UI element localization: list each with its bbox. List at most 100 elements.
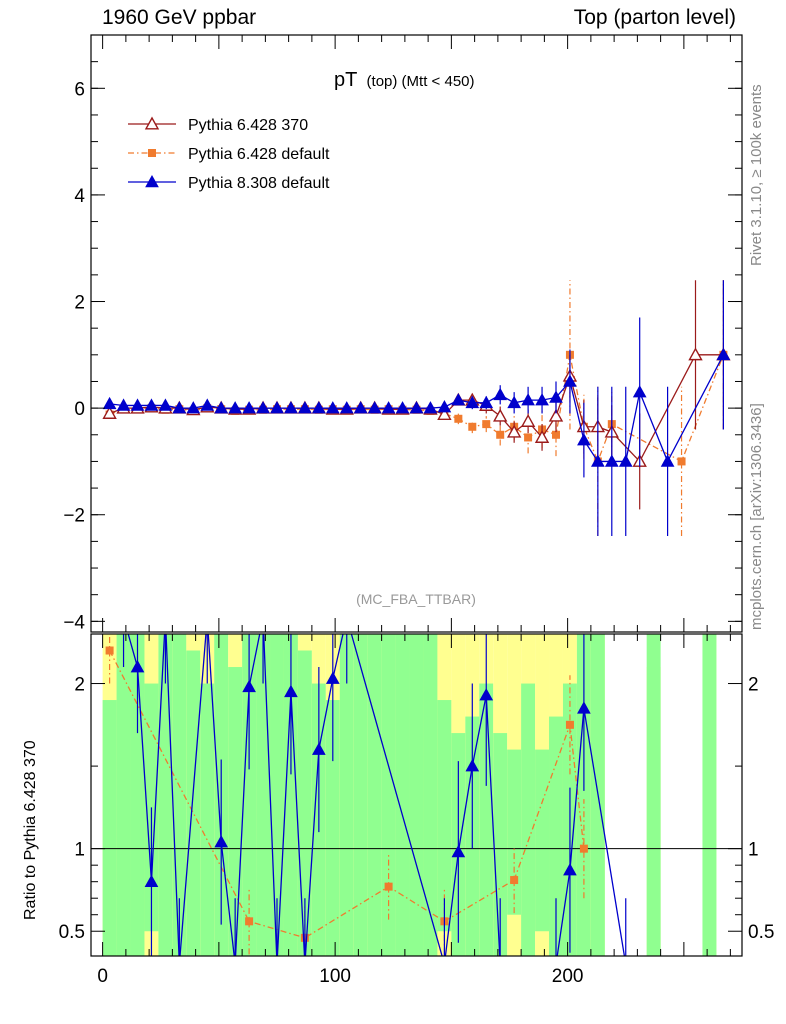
main-series-2-point xyxy=(479,395,494,409)
main-series-2-point xyxy=(242,401,256,414)
ratio-series-0-point xyxy=(510,876,519,885)
main-series-2-point xyxy=(563,374,577,387)
main-series-1-point xyxy=(677,457,686,466)
band-inner xyxy=(353,634,368,956)
main-series-2-point xyxy=(716,347,731,361)
ratio-series-0-point xyxy=(105,646,114,655)
main-panel-content xyxy=(102,280,731,537)
ratio-series-1-point xyxy=(494,958,506,969)
main-series-2-point xyxy=(200,398,215,411)
chart-title: pT (top) (Mtt < 450) xyxy=(334,69,475,91)
xtick-label: 100 xyxy=(319,966,351,987)
main-series-1-point xyxy=(468,422,477,431)
ratio-series-1-point xyxy=(312,742,326,755)
ratio-series-0-point xyxy=(384,882,393,891)
main-series-0-point xyxy=(437,407,452,421)
main-series-2-point xyxy=(158,398,173,411)
main-series-2-point xyxy=(409,401,424,414)
ratio-series-1-point xyxy=(438,958,450,969)
ratio-series-1-point xyxy=(299,958,311,969)
band-inner xyxy=(535,749,550,932)
band-inner xyxy=(242,634,257,956)
main-series-2-point xyxy=(535,393,549,406)
main-series-1-point xyxy=(496,430,505,439)
band-inner xyxy=(116,634,131,956)
legend-marker xyxy=(144,116,160,130)
band-inner xyxy=(339,634,354,956)
ratio-series-1-point xyxy=(144,874,159,887)
band-inner xyxy=(507,749,522,915)
main-series-2-point xyxy=(130,398,145,411)
ratio-series-1-point xyxy=(620,958,632,969)
ratio-ytick-label: 2 xyxy=(74,675,85,696)
main-series-1-point xyxy=(552,430,560,439)
main-series-2-point xyxy=(632,385,647,398)
main-series-2-point xyxy=(284,401,298,414)
main-series-2-point xyxy=(381,401,396,414)
ratio-series-0-point xyxy=(565,720,574,729)
main-series-2-point xyxy=(353,401,368,414)
band-inner xyxy=(395,634,410,956)
ratio-series-1-point xyxy=(451,844,466,858)
main-series-2-point xyxy=(214,401,229,414)
ratio-series-0-point xyxy=(579,844,588,853)
main-series-2-point xyxy=(312,401,326,414)
main-series-2-point xyxy=(228,401,242,414)
main-series-2-point xyxy=(423,401,438,414)
main-series-1-point xyxy=(524,433,533,442)
ratio-ytick-label: 0.5 xyxy=(59,922,85,943)
main-ytick-label: 0 xyxy=(74,399,85,420)
main-series-0-point xyxy=(520,414,536,427)
band-inner xyxy=(646,634,661,956)
main-ytick-label: −4 xyxy=(63,612,85,633)
ratio-series-0-point xyxy=(245,917,254,926)
axes: −4 −2 0 2 4 6 0.5 0.5 1 1 2 2 0 100 200 xyxy=(59,34,774,987)
ratio-series-1-point xyxy=(341,611,353,622)
ratio-series-1-point xyxy=(479,688,494,701)
main-series-2-point xyxy=(591,454,605,467)
xtick-label: 200 xyxy=(552,966,584,987)
band-inner xyxy=(423,634,438,956)
main-ytick-label: −2 xyxy=(63,506,85,527)
band-inner xyxy=(702,634,717,956)
ratio-series-1-point xyxy=(201,611,213,622)
ratio-series-1-point xyxy=(271,958,283,969)
ratio-series-1-point xyxy=(325,671,340,684)
main-series-0-point xyxy=(534,430,550,443)
main-series-1-point xyxy=(454,414,463,423)
analysis-watermark: (MC_FBA_TTBAR) xyxy=(356,591,476,607)
legend-marker xyxy=(145,174,159,188)
ratio-ytick-label-right: 1 xyxy=(748,840,759,861)
ratio-series-1-point xyxy=(577,701,591,714)
main-series-1-point xyxy=(482,420,491,429)
main-series-0-point xyxy=(102,406,117,419)
ratio-ytick-label-right: 0.5 xyxy=(748,922,774,943)
band-inner xyxy=(325,700,340,956)
band-inner xyxy=(283,634,298,956)
main-series-0-point xyxy=(493,408,508,422)
main-series-2-point xyxy=(270,401,284,414)
band-inner xyxy=(186,650,201,956)
main-series-2-point xyxy=(256,401,270,414)
main-series-2-point xyxy=(437,400,452,413)
main-ytick-label: 6 xyxy=(74,79,85,100)
legend-marker xyxy=(148,149,156,157)
ratio-series-1-point xyxy=(257,611,269,622)
ratio-series-1-point xyxy=(159,611,171,622)
ratio-series-1-point xyxy=(173,958,185,969)
band-inner xyxy=(576,634,591,956)
main-series-2-point xyxy=(507,395,521,409)
main-series-2-point xyxy=(604,454,619,467)
band-inner xyxy=(102,700,117,956)
ratio-panel-bands xyxy=(102,634,717,956)
ratio-ytick-label-right: 2 xyxy=(748,675,759,696)
ratio-series-0-line xyxy=(109,650,585,939)
main-series-2-point xyxy=(102,396,117,410)
ratio-series-1-point xyxy=(242,679,256,693)
legend-entry: Pythia 8.308 default xyxy=(188,175,330,192)
header-energy: 1960 GeV ppbar xyxy=(102,6,257,29)
main-series-2-point xyxy=(339,401,354,414)
band-inner xyxy=(200,683,215,956)
main-series-2-point xyxy=(395,401,410,414)
main-series-0-point xyxy=(688,347,703,361)
